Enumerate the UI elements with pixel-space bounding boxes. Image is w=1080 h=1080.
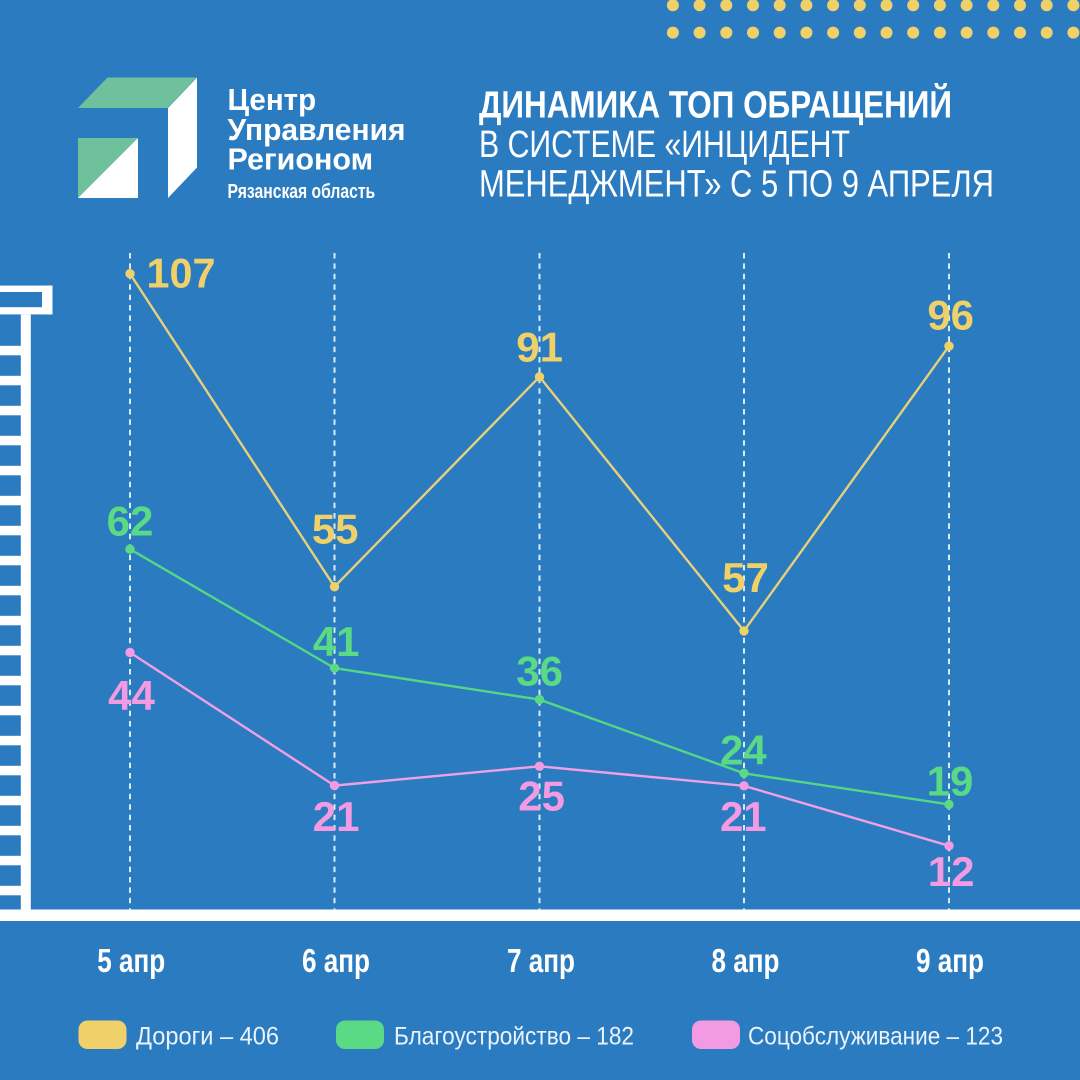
svg-text:Рязанская область: Рязанская область (228, 181, 376, 203)
svg-text:21: 21 (720, 793, 767, 840)
svg-text:25: 25 (518, 773, 565, 820)
svg-text:7 апр: 7 апр (507, 942, 575, 979)
svg-text:19: 19 (927, 758, 974, 805)
svg-text:96: 96 (927, 291, 974, 338)
svg-text:Соцобслуживание – 123: Соцобслуживание – 123 (748, 1022, 1003, 1050)
svg-text:Дороги – 406: Дороги – 406 (136, 1022, 279, 1050)
svg-text:Благоустройство – 182: Благоустройство – 182 (394, 1022, 634, 1050)
svg-text:Центр: Центр (228, 82, 317, 117)
svg-text:8 апр: 8 апр (712, 942, 780, 979)
svg-text:Управления: Управления (228, 112, 406, 147)
svg-text:ДИНАМИКА ТОП ОБРАЩЕНИЙ: ДИНАМИКА ТОП ОБРАЩЕНИЙ (479, 82, 952, 127)
svg-text:В СИСТЕМЕ «ИНЦИДЕНТ: В СИСТЕМЕ «ИНЦИДЕНТ (479, 124, 850, 166)
svg-text:41: 41 (313, 618, 360, 665)
svg-text:МЕНЕДЖМЕНТ» С 5 ПО 9 АПРЕЛЯ: МЕНЕДЖМЕНТ» С 5 ПО 9 АПРЕЛЯ (479, 164, 994, 206)
svg-text:91: 91 (516, 324, 563, 371)
svg-text:62: 62 (107, 498, 154, 545)
svg-text:21: 21 (313, 793, 360, 840)
svg-text:6 апр: 6 апр (302, 942, 370, 979)
svg-text:44: 44 (108, 672, 155, 719)
svg-text:57: 57 (722, 554, 769, 601)
svg-text:12: 12 (928, 848, 975, 895)
svg-text:9 апр: 9 апр (916, 942, 984, 979)
svg-text:36: 36 (516, 647, 563, 694)
svg-text:24: 24 (720, 726, 767, 773)
svg-text:Регионом: Регионом (228, 142, 374, 177)
svg-text:5 апр: 5 апр (97, 942, 165, 979)
svg-text:107: 107 (147, 250, 216, 297)
svg-text:55: 55 (312, 506, 359, 553)
